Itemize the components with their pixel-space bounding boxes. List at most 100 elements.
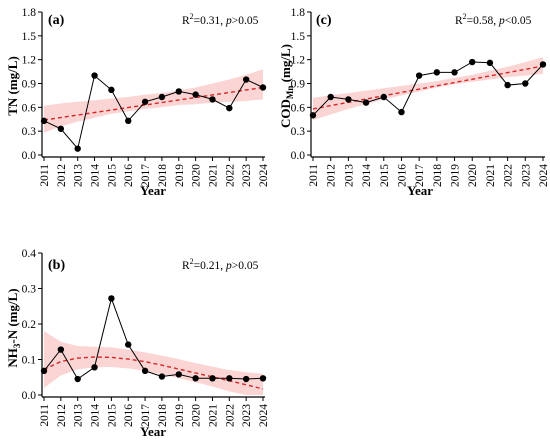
- x-tick-label: 2015: [379, 164, 391, 187]
- panel-c-xlabel: Year: [407, 183, 433, 198]
- x-tick-label: 2017: [414, 164, 426, 187]
- data-point: [192, 91, 199, 98]
- data-point: [259, 84, 267, 91]
- trend-line: [43, 86, 264, 121]
- x-tick-label: 2016: [123, 164, 135, 187]
- data-point: [469, 58, 476, 66]
- x-tick-label: 2024: [538, 164, 550, 187]
- panel-c-ylabel: CODMn (mg/L): [278, 44, 295, 128]
- data-point: [451, 69, 458, 76]
- data-point: [91, 72, 98, 79]
- panel-a-label: (a): [48, 13, 65, 28]
- x-tick-label: 2020: [191, 404, 203, 427]
- data-point: [209, 96, 216, 103]
- x-tick-label: 2024: [258, 404, 270, 427]
- x-tick-label: 2014: [90, 404, 102, 427]
- data-point: [415, 72, 423, 79]
- y-tick-label: 0.3: [291, 126, 306, 138]
- x-tick-label: 2013: [73, 404, 85, 427]
- x-tick-label: 2018: [432, 164, 444, 187]
- trend-line: [312, 65, 544, 110]
- data-point: [125, 341, 132, 348]
- data-point: [74, 375, 81, 383]
- x-tick-label: 2012: [56, 404, 68, 427]
- data-point: [192, 375, 199, 382]
- panel-b-stat: R2=0.21, p>0.05: [182, 257, 259, 272]
- y-tick-label: 0.3: [22, 284, 37, 296]
- y-tick-label: 0.6: [291, 102, 306, 114]
- x-tick-label: 2022: [503, 164, 515, 187]
- x-tick-label: 2012: [56, 164, 68, 187]
- data-point: [433, 69, 441, 76]
- data-point: [175, 371, 182, 378]
- x-tick-label: 2015: [106, 404, 118, 427]
- data-point: [158, 373, 166, 380]
- panel-a-xlabel: Year: [140, 183, 166, 198]
- y-tick-label: 0.9: [291, 79, 306, 91]
- x-tick-label: 2016: [123, 404, 135, 427]
- data-point: [259, 375, 267, 382]
- y-tick-label: 1.5: [22, 31, 37, 43]
- x-tick-label: 2018: [157, 404, 169, 427]
- y-tick-label: 0.0: [22, 150, 37, 162]
- y-tick-label: 0.0: [291, 150, 306, 162]
- data-point: [242, 76, 250, 83]
- panel-a-stat: R2=0.31, p>0.05: [182, 12, 259, 27]
- confidence-band: [44, 69, 263, 133]
- data-point: [380, 93, 387, 101]
- data-point: [57, 346, 65, 353]
- panel-c-label: (c): [316, 13, 332, 28]
- x-tick-label: 2020: [191, 164, 203, 187]
- x-tick-label: 2011: [39, 404, 51, 427]
- data-point: [486, 59, 494, 67]
- x-tick-label: 2021: [207, 164, 219, 187]
- data-point: [141, 98, 149, 105]
- data-point: [108, 86, 115, 94]
- x-tick-label: 2019: [174, 404, 186, 427]
- y-tick-label: 0.1: [22, 355, 37, 367]
- y-tick-label: 0.9: [22, 79, 37, 91]
- x-tick-label: 2014: [90, 164, 102, 187]
- x-tick-label: 2017: [140, 164, 152, 187]
- data-point: [57, 125, 65, 132]
- panel-c-stat: R2=0.58, p<0.05: [455, 12, 532, 27]
- data-point: [209, 375, 216, 382]
- x-tick-label: 2013: [343, 164, 355, 187]
- data-point: [108, 295, 115, 302]
- x-tick-label: 2017: [140, 404, 152, 427]
- data-point: [345, 96, 352, 103]
- y-tick-label: 1.5: [291, 31, 306, 43]
- y-tick-label: 1.8: [291, 7, 306, 19]
- data-point: [74, 145, 81, 152]
- x-tick-label: 2022: [224, 164, 236, 187]
- panel-c-cod: (c) R2=0.58, p<0.05 CODMn (mg/L) Year 0.…: [278, 7, 550, 198]
- x-tick-label: 2013: [73, 164, 85, 187]
- panel-a-tn: (a) R2=0.31, p>0.05 TN (mg/L) Year 0.0 0.…: [5, 7, 270, 198]
- x-tick-label: 2021: [485, 164, 497, 187]
- y-tick-label: 1.2: [22, 55, 37, 67]
- data-point: [158, 93, 166, 101]
- data-point: [504, 81, 511, 89]
- x-tick-label: 2011: [308, 164, 320, 187]
- confidence-band: [313, 57, 543, 120]
- x-tick-label: 2023: [241, 404, 253, 427]
- panel-b-ylabel: NH3-N (mg/L): [5, 288, 22, 367]
- panel-b-nh3n: (b) R2=0.21, p>0.05 NH3-N (mg/L) Year 0.…: [5, 248, 270, 439]
- x-tick-label: 2015: [106, 164, 118, 187]
- x-tick-label: 2016: [396, 164, 408, 187]
- x-tick-label: 2018: [157, 164, 169, 187]
- x-tick-label: 2021: [207, 404, 219, 427]
- x-tick-label: 2020: [467, 164, 479, 187]
- x-tick-label: 2014: [361, 164, 373, 187]
- x-tick-label: 2012: [326, 164, 338, 187]
- x-tick-label: 2022: [224, 404, 236, 427]
- x-tick-label: 2023: [520, 164, 532, 187]
- y-tick-label: 0.6: [22, 102, 37, 114]
- x-tick-label: 2024: [258, 164, 270, 187]
- x-tick-label: 2019: [450, 164, 462, 187]
- data-point: [141, 367, 149, 375]
- data-point: [91, 364, 98, 371]
- y-tick-label: 1.2: [291, 55, 306, 67]
- panel-b-label: (b): [48, 258, 65, 273]
